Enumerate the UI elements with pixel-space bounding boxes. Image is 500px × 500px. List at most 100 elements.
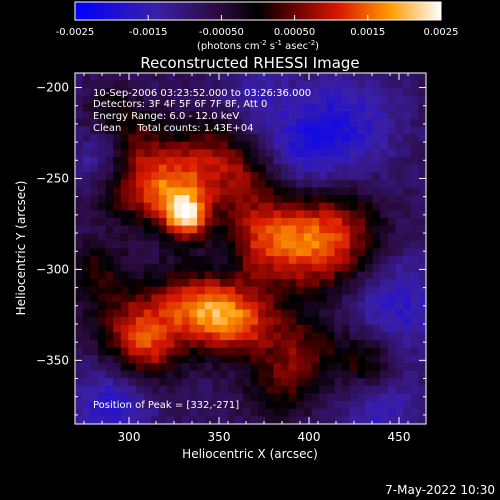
heatmap-cell [151,88,160,97]
heatmap-cell [372,95,381,105]
annotation-energy-range: Energy Range: 6.0 - 12.0 keV [93,111,239,122]
heatmap-cell [281,271,290,280]
heatmap-cell [281,225,290,234]
heatmap-cell [387,225,397,234]
heatmap-cell [90,256,99,265]
heatmap-cell [204,286,213,295]
heatmap-cell [197,248,206,257]
heatmap-cell [181,202,191,211]
heatmap-cell [372,362,381,372]
heatmap-cell [410,332,419,341]
heatmap-cell [319,301,328,311]
heatmap-cell [273,217,282,227]
heatmap-cell [380,210,389,219]
heatmap-cell [296,179,305,189]
heatmap-cell [120,195,130,204]
heatmap-cell [334,156,343,166]
heatmap-cell [349,156,358,166]
heatmap-cell [166,271,175,280]
heatmap-cell [311,347,320,356]
heatmap-cell [204,317,213,326]
heatmap-cell [349,103,358,112]
heatmap-cell [303,301,313,311]
heatmap-cell [212,134,221,143]
heatmap-cell [120,332,130,341]
heatmap-cell [273,111,282,120]
heatmap-cell [288,393,297,402]
heatmap-cell [342,309,351,318]
heatmap-cell [326,385,336,395]
heatmap-cell [197,355,206,364]
heatmap-cell [227,225,236,234]
heatmap-cell [403,210,412,219]
timestamp: 7-May-2022 10:30 [385,483,495,497]
heatmap-cell [288,118,297,128]
heatmap-cell [364,279,374,288]
heatmap-cell [90,324,99,334]
heatmap-cell [387,149,397,158]
heatmap-cell [380,80,389,89]
heatmap-cell [242,393,252,402]
heatmap-cell [395,332,404,341]
heatmap-cell [395,156,404,166]
heatmap-cell [273,225,282,234]
heatmap-cell [364,263,374,272]
heatmap-cell [204,408,213,417]
heatmap-cell [158,263,168,272]
heatmap-cell [158,118,168,128]
heatmap-cell [281,393,290,402]
heatmap-cell [143,355,152,364]
heatmap-cell [334,149,343,158]
heatmap-cell [242,256,252,265]
heatmap-cell [273,256,282,265]
heatmap-cell [303,95,313,105]
heatmap-cell [219,355,229,364]
heatmap-cell [349,332,358,341]
heatmap-cell [303,187,313,196]
heatmap-cell [281,172,290,181]
heatmap-cell [250,126,259,135]
heatmap-cell [281,317,290,326]
heatmap-cell [288,317,297,326]
heatmap-cell [174,317,183,326]
heatmap-cell [273,179,282,189]
heatmap-cell [197,141,206,150]
heatmap-cell [265,141,274,150]
heatmap-cell [296,317,305,326]
heatmap-cell [303,111,313,120]
heatmap-cell [349,149,358,158]
heatmap-cell [75,210,84,219]
heatmap-cell [380,301,389,311]
heatmap-cell [204,332,213,341]
heatmap-cell [372,233,381,242]
plot-frame [74,72,427,425]
heatmap-cell [242,149,252,158]
heatmap-cell [334,179,343,189]
heatmap-cell [158,149,168,158]
heatmap-cell [204,378,213,387]
heatmap-cell [227,95,236,105]
heatmap-cell [387,309,397,318]
heatmap-cell [349,408,358,417]
colorbar-tick-label: -0.0025 [56,27,95,38]
heatmap-cell [151,202,160,211]
heatmap-cell [303,408,313,417]
heatmap-cell [227,134,236,143]
heatmap-cell [265,103,274,112]
heatmap-cell [281,202,290,211]
heatmap-cell [364,370,374,379]
heatmap-cell [326,347,336,356]
heatmap-cell [349,263,358,272]
heatmap-cell [235,164,244,173]
heatmap-cell [174,271,183,280]
heatmap-cell [113,240,122,250]
heatmap-cell [311,355,320,364]
heatmap-cell [281,355,290,364]
heatmap-cell [97,393,107,402]
heatmap-cell [82,347,91,356]
heatmap-cell [151,156,160,166]
colorbar-ticks: -0.0025 -0.0015 -0.00050 0.00050 0.0015 0.002… [56,15,459,38]
heatmap-cell [273,416,282,425]
heatmap-cell [372,340,381,349]
heatmap-cell [151,126,160,135]
